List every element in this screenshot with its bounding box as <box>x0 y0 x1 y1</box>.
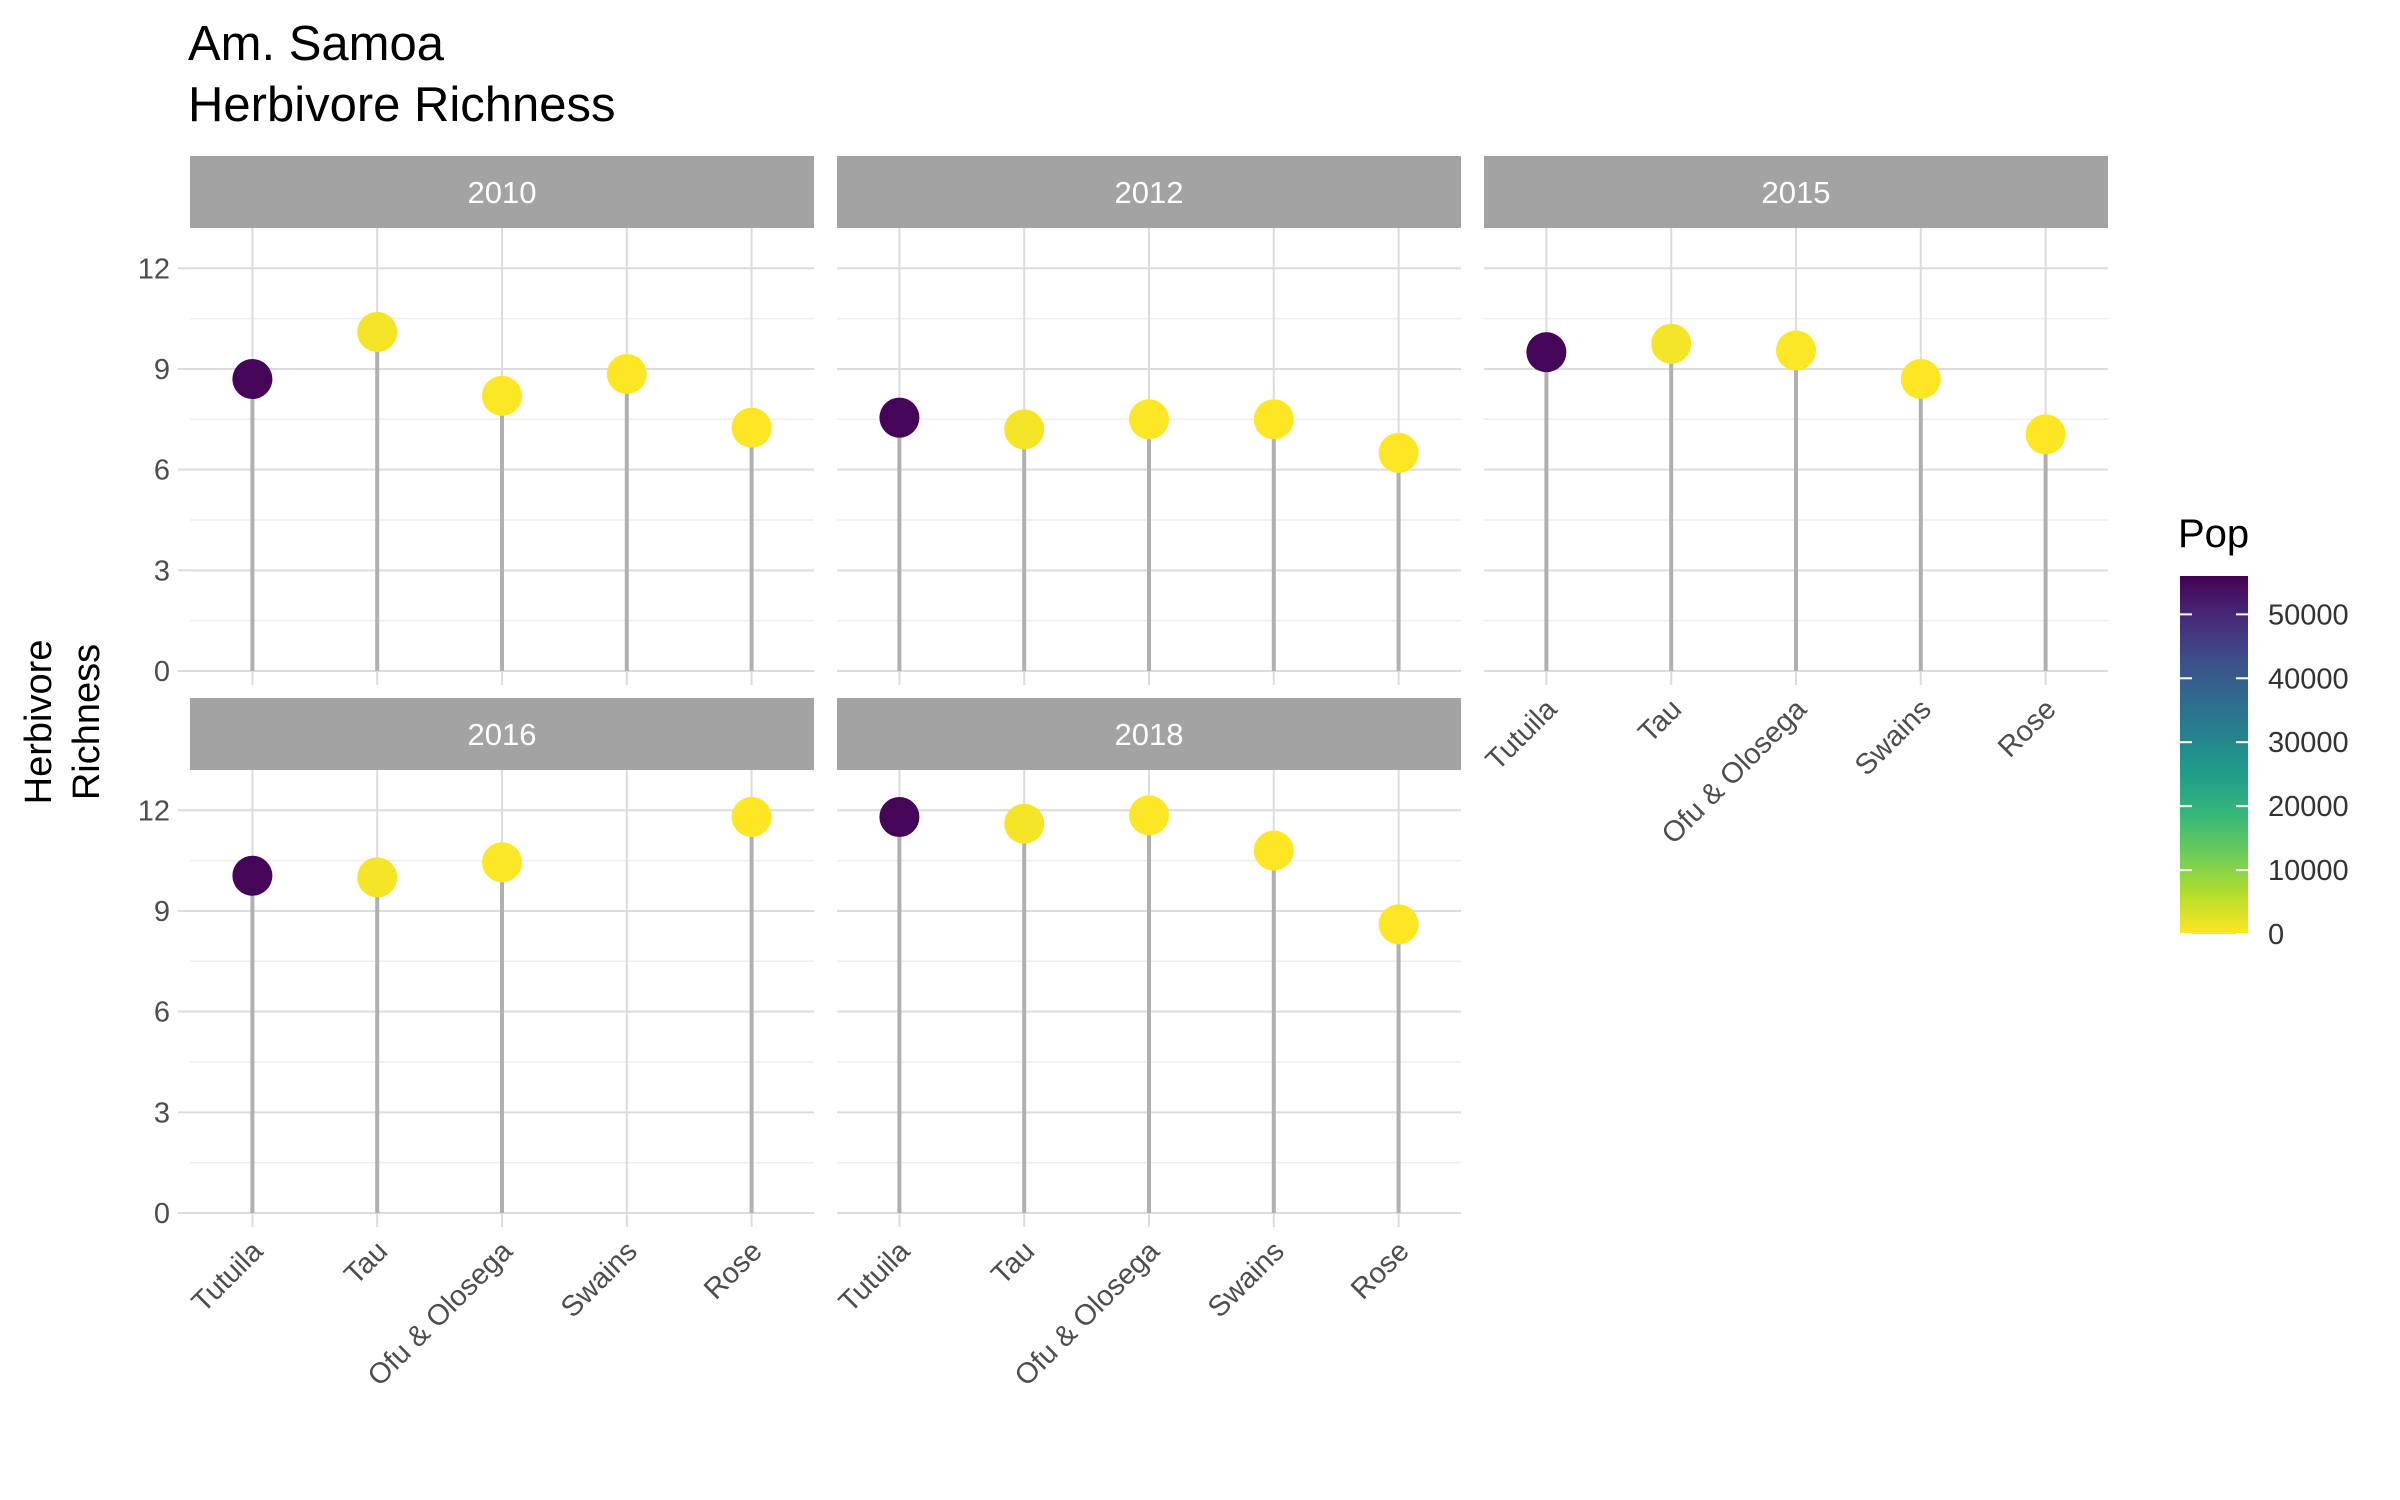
y-tick-label: 6 <box>154 455 170 487</box>
chart-title-line-1: Am. Samoa <box>188 17 444 71</box>
lollipop-point <box>731 407 772 448</box>
lollipop-point <box>879 397 920 438</box>
legend: Pop 0 10000 20000 30000 40000 50000 <box>2178 512 2349 951</box>
facet-panel-2010: 2010 0 3 6 9 12 <box>138 156 814 688</box>
lollipop-point <box>482 842 522 883</box>
y-tick-label: 3 <box>154 555 170 587</box>
facet-strip-label: 2015 <box>1762 175 1831 210</box>
x-tick-label: Tau <box>985 1235 1041 1291</box>
y-tick-label: 9 <box>154 354 170 386</box>
x-tick-label: Tutuila <box>186 1235 270 1319</box>
lollipop-point <box>731 796 772 837</box>
y-tick-label: 3 <box>154 1097 170 1129</box>
lollipop-point <box>1004 409 1045 450</box>
lollipop-point <box>879 796 920 837</box>
y-tick-label: 12 <box>138 795 170 827</box>
chart-title: Am. Samoa Herbivore Richness <box>188 14 616 136</box>
x-tick-label: Tutuila <box>1480 693 1564 777</box>
lollipop-point <box>2025 414 2066 455</box>
y-axis-title-line-1: Herbivore <box>18 640 60 805</box>
legend-tick-label: 40000 <box>2268 663 2349 695</box>
x-tick-label: Swains <box>1849 693 1938 782</box>
x-tick-label: Tutuila <box>833 1235 917 1319</box>
lollipop-point <box>1776 330 1816 371</box>
lollipop-point <box>232 359 273 400</box>
legend-title: Pop <box>2178 512 2249 556</box>
facet-strip <box>1484 156 2108 228</box>
facet-strip-label: 2012 <box>1115 175 1184 210</box>
y-tick-label: 9 <box>154 896 170 928</box>
x-tick-label: Rose <box>1992 693 2063 764</box>
y-tick-label: 12 <box>138 253 170 285</box>
y-tick-label: 0 <box>154 656 170 688</box>
legend-tick-label: 10000 <box>2268 855 2349 887</box>
facet-strip <box>837 156 1461 228</box>
x-tick-label: Swains <box>1202 1235 1291 1324</box>
facet-strip <box>190 698 814 770</box>
x-tick-label: Tau <box>338 1235 394 1291</box>
facet-strip <box>190 156 814 228</box>
lollipop-point <box>1129 399 1169 440</box>
lollipop-point <box>357 312 398 353</box>
legend-tick-label: 0 <box>2268 919 2284 951</box>
facet-strip-label: 2018 <box>1115 717 1184 752</box>
x-tick-label: Swains <box>555 1235 644 1324</box>
lollipop-point <box>1651 323 1692 364</box>
lollipop-point <box>1253 830 1294 871</box>
legend-tick-label: 50000 <box>2268 599 2349 631</box>
lollipop-point <box>1526 332 1567 373</box>
legend-tick-label: 20000 <box>2268 791 2349 823</box>
lollipop-point <box>357 857 398 898</box>
lollipop-point <box>606 353 647 394</box>
chart-title-line-2: Herbivore Richness <box>188 78 616 132</box>
lollipop-point <box>232 855 273 896</box>
lollipop-point <box>1900 359 1941 400</box>
lollipop-point <box>1004 803 1045 844</box>
facet-strip-label: 2010 <box>468 175 537 210</box>
lollipop-point <box>1378 904 1419 945</box>
legend-colorbar <box>2180 576 2248 934</box>
y-axis-title-line-2: Richness <box>66 644 108 800</box>
x-tick-label: Tau <box>1632 693 1688 749</box>
facet-strip <box>837 698 1461 770</box>
lollipop-point <box>1129 795 1169 836</box>
y-tick-label: 0 <box>154 1198 170 1230</box>
lollipop-point <box>1378 432 1419 473</box>
legend-tick-label: 30000 <box>2268 727 2349 759</box>
x-tick-label: Rose <box>698 1235 769 1306</box>
lollipop-point <box>482 375 522 416</box>
lollipop-point <box>1253 399 1294 440</box>
facet-panel-2012: 2012 <box>837 156 1461 685</box>
y-tick-label: 6 <box>154 997 170 1029</box>
facet-strip-label: 2016 <box>468 717 537 752</box>
x-tick-label: Rose <box>1345 1235 1416 1306</box>
